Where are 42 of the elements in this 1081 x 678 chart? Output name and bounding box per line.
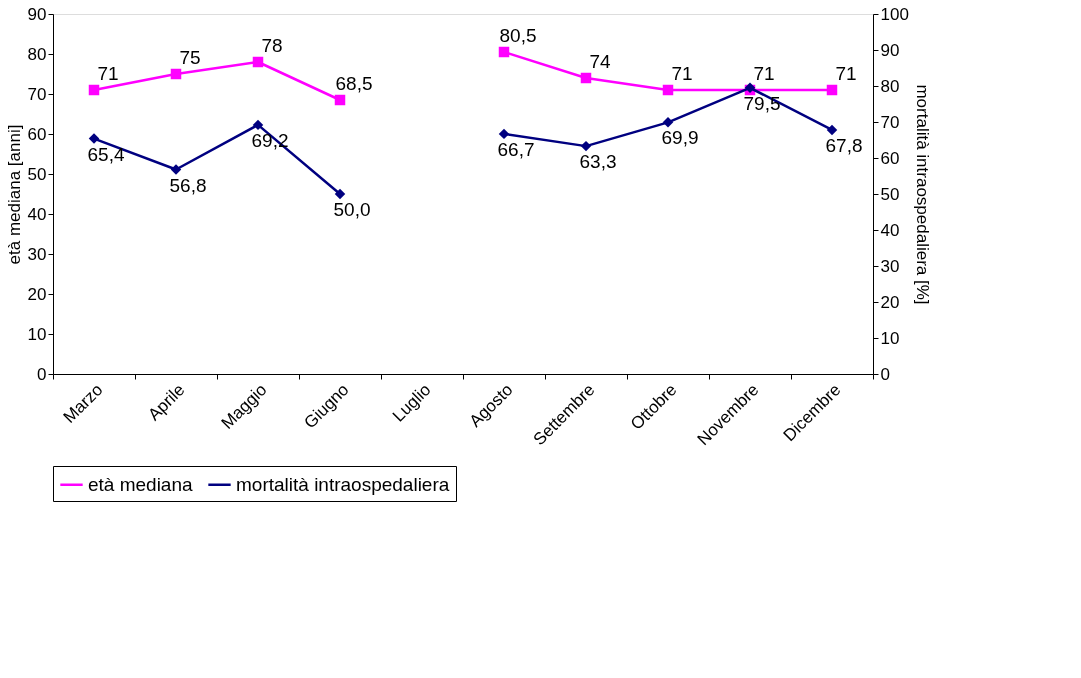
y2-tick-label: 90 [880, 40, 900, 60]
data-label: 79,5 [743, 92, 781, 114]
y-tick-label: 70 [27, 84, 47, 104]
y2-tick-label: 60 [880, 148, 900, 168]
y2-tick-label: 70 [880, 112, 900, 132]
y2-tick-label: 0 [880, 364, 890, 384]
y2-tick-label: 40 [880, 220, 900, 240]
data-label: 75 [179, 47, 201, 68]
y2-tick-label: 100 [880, 4, 909, 24]
data-label: 65,4 [87, 143, 125, 165]
data-label: 74 [589, 51, 611, 72]
y2-axis-title: mortalità intraospedaliera [%] [912, 84, 932, 305]
y2-tick-label: 20 [880, 292, 900, 312]
data-label: 56,8 [169, 174, 207, 196]
data-label: 80,5 [499, 25, 537, 46]
y-tick-label: 0 [37, 364, 47, 384]
y-tick-label: 30 [27, 244, 47, 264]
y2-tick-label: 30 [880, 256, 900, 276]
data-label: 67,8 [825, 134, 863, 156]
data-label: 71 [97, 63, 119, 84]
y2-tick-label: 80 [880, 76, 900, 96]
y-tick-label: 40 [27, 204, 47, 224]
y-axis-title: età mediana [anni] [4, 124, 24, 265]
legend-label: età mediana [88, 473, 194, 495]
y-tick-label: 80 [27, 44, 47, 64]
data-label: 69,9 [661, 127, 699, 149]
data-label: 66,7 [497, 138, 535, 160]
y-tick-label: 90 [27, 4, 47, 24]
y-tick-label: 60 [27, 124, 47, 144]
data-label: 68,5 [335, 73, 373, 94]
data-label: 71 [835, 63, 857, 84]
data-label: 63,3 [579, 151, 617, 173]
data-label: 78 [261, 35, 283, 56]
data-label: 71 [671, 63, 693, 84]
legend-label: mortalità intraospedaliera [236, 473, 450, 495]
y-tick-label: 20 [27, 284, 47, 304]
y2-tick-label: 10 [880, 328, 900, 348]
data-label: 50,0 [333, 199, 371, 220]
y-tick-label: 10 [27, 324, 47, 344]
y2-tick-label: 50 [880, 184, 900, 204]
data-label: 71 [753, 63, 775, 84]
y-tick-label: 50 [27, 164, 47, 184]
